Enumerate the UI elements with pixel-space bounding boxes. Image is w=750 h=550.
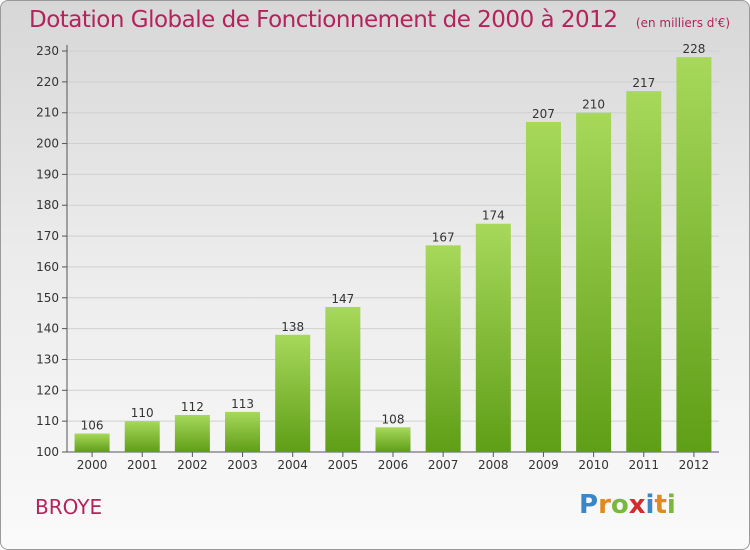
value-label: 138 bbox=[281, 320, 304, 334]
bars bbox=[74, 57, 712, 453]
x-tick-label: 2007 bbox=[428, 458, 459, 472]
x-tick-label: 2004 bbox=[277, 458, 308, 472]
value-label: 113 bbox=[231, 397, 254, 411]
y-tick-label: 110 bbox=[36, 414, 59, 428]
y-tick-label: 140 bbox=[36, 322, 59, 336]
bar-2005[interactable] bbox=[325, 307, 361, 452]
value-label: 210 bbox=[582, 98, 605, 112]
bar-2012[interactable] bbox=[676, 57, 712, 453]
value-label: 228 bbox=[682, 42, 705, 56]
axes bbox=[62, 45, 719, 457]
value-label: 112 bbox=[181, 400, 204, 414]
y-tick-label: 190 bbox=[36, 167, 59, 181]
x-tick-label: 2011 bbox=[628, 458, 659, 472]
title-row: Dotation Globale de Fonctionnement de 20… bbox=[29, 7, 730, 33]
value-label: 174 bbox=[482, 209, 505, 223]
bar-2010[interactable] bbox=[576, 112, 612, 452]
x-tick-label: 2006 bbox=[378, 458, 409, 472]
y-tick-label: 120 bbox=[36, 383, 59, 397]
y-tick-label: 160 bbox=[36, 260, 59, 274]
x-tick-label: 2003 bbox=[227, 458, 258, 472]
bar-2000[interactable] bbox=[74, 433, 110, 452]
value-label: 108 bbox=[382, 412, 405, 426]
bar-2001[interactable] bbox=[124, 421, 160, 452]
y-tick-label: 200 bbox=[36, 137, 59, 151]
city-name: BROYE bbox=[35, 495, 103, 519]
bar-2009[interactable] bbox=[525, 121, 561, 452]
x-tick-label: 2001 bbox=[127, 458, 158, 472]
bar-2007[interactable] bbox=[425, 245, 461, 452]
y-tick-label: 210 bbox=[36, 106, 59, 120]
x-tick-label: 2005 bbox=[328, 458, 359, 472]
bar-2008[interactable] bbox=[475, 223, 511, 452]
y-tick-label: 220 bbox=[36, 75, 59, 89]
bar-2002[interactable] bbox=[174, 414, 210, 452]
bar-2004[interactable] bbox=[275, 334, 311, 452]
x-tick-label: 2002 bbox=[177, 458, 208, 472]
bar-2011[interactable] bbox=[626, 91, 662, 452]
proxiti-logo[interactable]: Proxiti bbox=[579, 490, 676, 520]
y-tick-label: 230 bbox=[36, 44, 59, 58]
y-tick-label: 130 bbox=[36, 352, 59, 366]
value-label: 147 bbox=[331, 292, 354, 306]
x-tick-label: 2012 bbox=[679, 458, 710, 472]
grid-lines bbox=[67, 50, 719, 422]
x-tick-label: 2000 bbox=[77, 458, 108, 472]
bar-2006[interactable] bbox=[375, 427, 411, 452]
value-label: 110 bbox=[131, 406, 154, 420]
value-label: 106 bbox=[81, 418, 104, 432]
labels: 100 110 120 130 140 150 160 170 180 190 200 210 220 2… bbox=[36, 42, 709, 472]
value-label: 207 bbox=[532, 107, 555, 121]
x-tick-label: 2008 bbox=[478, 458, 509, 472]
bar-2003[interactable] bbox=[225, 411, 261, 452]
y-tick-label: 170 bbox=[36, 229, 59, 243]
x-tick-label: 2009 bbox=[528, 458, 559, 472]
y-tick-label: 150 bbox=[36, 291, 59, 305]
x-tick-label: 2010 bbox=[578, 458, 609, 472]
y-tick-label: 180 bbox=[36, 198, 59, 212]
chart-title: Dotation Globale de Fonctionnement de 20… bbox=[29, 7, 618, 33]
value-label: 167 bbox=[432, 230, 455, 244]
value-label: 217 bbox=[632, 76, 655, 90]
y-tick-label: 100 bbox=[36, 445, 59, 459]
unit-note: (en milliers d'€) bbox=[635, 16, 731, 30]
